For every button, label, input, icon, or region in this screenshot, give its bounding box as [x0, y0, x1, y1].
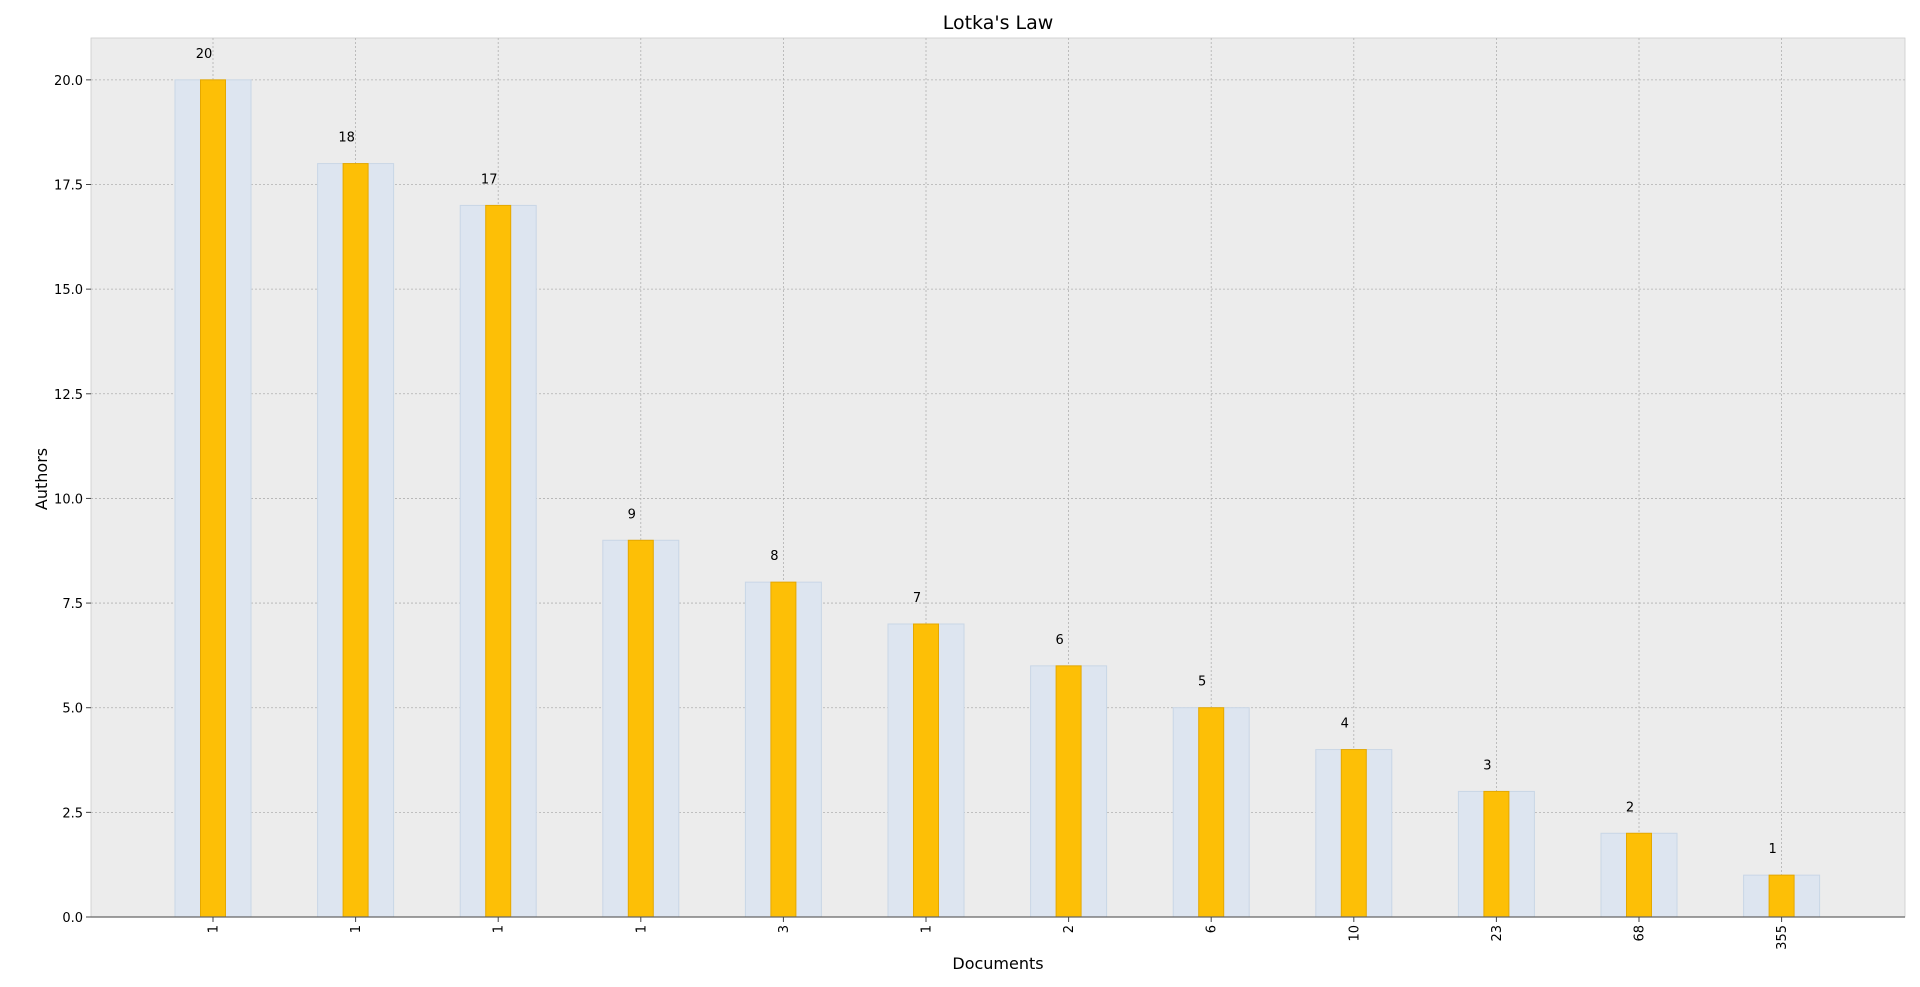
x-tick-label: 23 — [1490, 925, 1505, 942]
y-tick-label: 15.0 — [54, 283, 83, 298]
x-tick-label: 1 — [634, 925, 649, 933]
bar-value-label: 8 — [770, 549, 778, 564]
bar-value-label: 7 — [913, 591, 921, 606]
bar — [627, 539, 654, 918]
bar-value-label: 18 — [338, 131, 355, 146]
bar — [200, 79, 226, 918]
x-tick-label: 1 — [920, 925, 935, 933]
x-tick-label: 10 — [1347, 925, 1362, 942]
x-tick-label: 6 — [1205, 925, 1220, 933]
x-tick-label: 1 — [207, 925, 222, 933]
bar — [1198, 707, 1225, 918]
bar-value-label: 5 — [1198, 675, 1206, 690]
bar-value-label: 9 — [628, 507, 636, 522]
y-axis-label: Authors — [32, 448, 51, 510]
y-tick-label: 2.5 — [62, 806, 83, 821]
data-labels: 20 18 17 9 8 7 6 5 4 3 2 1 — [196, 47, 1777, 857]
bar-value-label: 3 — [1483, 758, 1491, 773]
bar — [1340, 749, 1367, 918]
bar-value-label: 20 — [196, 47, 213, 62]
y-tick-label: 10.0 — [54, 492, 83, 507]
bar — [1626, 832, 1652, 918]
x-tick-label: 1 — [492, 925, 507, 933]
y-tick-label: 20.0 — [54, 74, 83, 89]
y-tick-label: 5.0 — [62, 702, 83, 717]
bar — [770, 581, 797, 918]
x-tick-label: 2 — [1062, 925, 1077, 933]
y-axis-ticks: 0.0 2.5 5.0 7.5 10.0 12.5 15.0 17.5 20.0 — [54, 74, 91, 926]
y-tick-label: 0.0 — [62, 911, 83, 926]
bar-value-label: 4 — [1341, 717, 1349, 732]
foreground-bars — [200, 79, 1795, 918]
bar — [342, 163, 369, 918]
bar — [913, 623, 939, 918]
bar-value-label: 6 — [1055, 633, 1063, 648]
bar-value-label: 17 — [481, 172, 498, 187]
y-tick-label: 7.5 — [62, 597, 83, 612]
x-tick-label: 3 — [777, 925, 792, 933]
x-tick-label: 1 — [349, 925, 364, 933]
bar — [1768, 874, 1795, 918]
y-tick-label: 12.5 — [54, 388, 83, 403]
x-tick-label: 68 — [1633, 925, 1648, 942]
x-tick-label: 355 — [1775, 925, 1790, 950]
chart-title: Lotka's Law — [943, 12, 1054, 34]
bar — [1483, 790, 1510, 918]
x-axis-ticks: 1 1 1 1 3 1 2 6 10 23 68 355 — [207, 917, 1790, 950]
bar-value-label: 1 — [1768, 842, 1776, 857]
bar — [1055, 665, 1082, 918]
x-axis-label: Documents — [952, 954, 1043, 973]
y-tick-label: 17.5 — [54, 179, 83, 194]
bar-value-label: 2 — [1626, 800, 1634, 815]
bar — [485, 204, 512, 918]
